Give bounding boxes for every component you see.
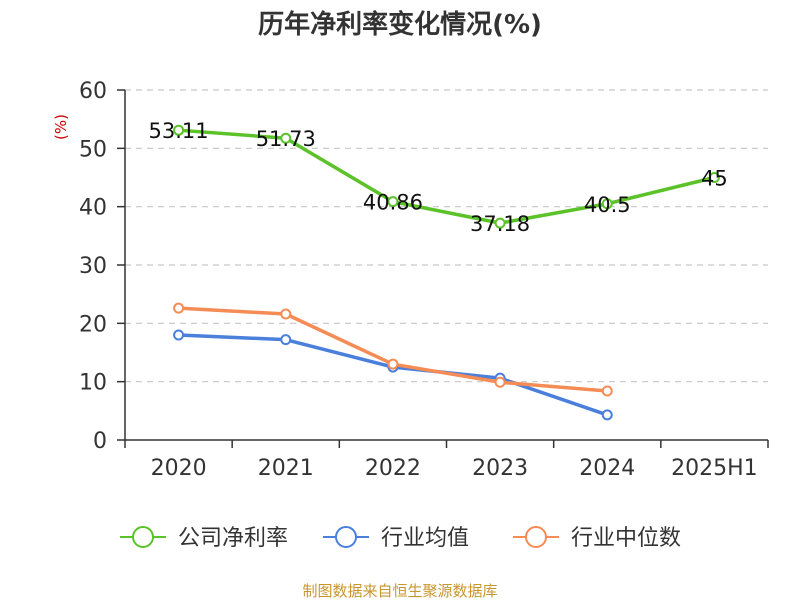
data-point: [708, 172, 720, 183]
x-tick-label: 2024: [579, 456, 635, 481]
series-line: [176, 128, 717, 225]
data-label: 40.86: [363, 191, 423, 215]
data-label: 37.18: [470, 212, 530, 236]
legend-label: 公司净利率: [178, 526, 288, 551]
data-point: [173, 124, 185, 136]
legend-marker: [132, 526, 154, 548]
data-point: [494, 217, 506, 229]
x-tick-label: 2021: [258, 456, 314, 481]
data-labels: 53.11 51.73 40.86 37.18 40.5 45: [149, 119, 728, 236]
y-tick-label: 20: [79, 312, 107, 337]
chart-title: 历年净利率变化情况(%): [258, 9, 542, 40]
data-point: [173, 329, 185, 341]
data-point: [280, 308, 292, 320]
data-label: 53.11: [149, 119, 209, 143]
data-label: 40.5: [584, 193, 631, 217]
x-tick-label: 2022: [365, 456, 421, 481]
data-point: [387, 196, 399, 208]
x-tick-label: 2020: [151, 456, 207, 481]
legend-marker: [525, 526, 547, 548]
y-tick-label: 40: [79, 196, 107, 221]
y-tick-label: 60: [79, 79, 107, 104]
axes: 0 10 20 30 40 50 60 2020 2021 2022 2023 2024 2025H1: [79, 79, 769, 481]
data-point: [173, 302, 185, 314]
data-source-note: 制图数据来自恒生聚源数据库: [302, 582, 497, 600]
y-tick-label: 50: [79, 137, 107, 162]
data-point: [280, 132, 292, 144]
y-tick-label: 30: [79, 254, 107, 279]
series-line: [176, 333, 609, 417]
data-label: 51.73: [256, 127, 316, 151]
data-label: 45: [701, 167, 728, 191]
y-tick-label: 10: [79, 371, 107, 396]
x-tick-label: 2025H1: [671, 456, 758, 481]
legend-marker: [335, 526, 357, 548]
legend: 公司净利率 行业均值 行业中位数: [120, 526, 681, 551]
data-point: [601, 198, 613, 210]
data-point: [387, 358, 399, 370]
series-line: [176, 306, 609, 393]
gridlines: [125, 89, 768, 383]
data-point: [280, 334, 292, 346]
data-point: [601, 385, 613, 397]
series-lines: [173, 124, 720, 421]
legend-label: 行业均值: [381, 526, 469, 551]
legend-label: 行业中位数: [571, 526, 681, 551]
x-tick-label: 2023: [472, 456, 528, 481]
y-axis-unit-label: (%): [52, 114, 70, 140]
y-tick-label: 0: [93, 429, 107, 454]
data-point: [601, 409, 613, 421]
data-point: [494, 376, 506, 388]
